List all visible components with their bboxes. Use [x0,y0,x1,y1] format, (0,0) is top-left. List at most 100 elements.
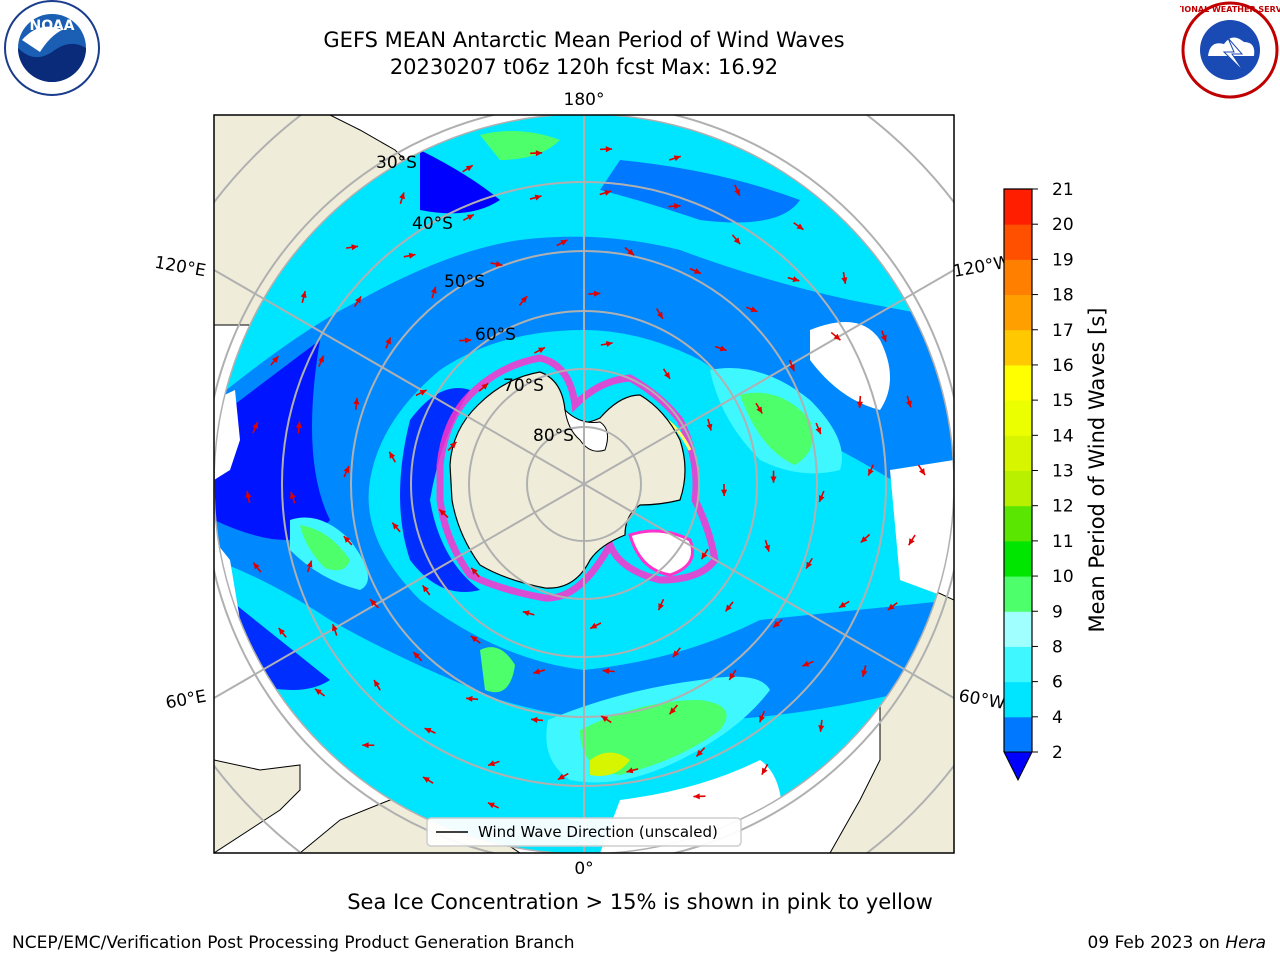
wave-direction-arrowhead [487,802,495,809]
wave-direction-arrowhead [719,345,727,352]
wave-direction-arrowhead [430,286,437,294]
wave-direction-arrowhead [856,401,863,408]
wave-direction-arrowhead [306,560,313,568]
wave-direction-arrowhead [756,406,763,414]
map-panel: Wind Wave Direction (unscaled) [214,115,954,853]
footer-machine: Hera [1225,933,1266,953]
wave-direction-arrowhead [627,248,635,256]
colorbar-tick-label: 16 [1052,356,1074,376]
lat-label-50s: 50°S [444,272,485,292]
lon-label-180: 180° [564,90,605,110]
wave-direction-arrowhead [245,491,252,499]
wave-direction-arrowhead [729,672,736,680]
wave-direction-arrowhead [759,715,765,723]
wave-direction-arrowhead [522,610,530,617]
wave-direction-arrowhead [815,427,822,435]
wave-direction-arrowhead [314,688,322,695]
wave-direction-arrowhead [466,214,474,221]
wave-direction-arrowhead [664,371,671,379]
wave-direction-arrowhead [464,337,472,344]
wave-direction-arrowhead [672,650,680,658]
lon-label-120w: 120°W [952,252,1013,282]
colorbar: 2 4 6 8 9 10 11 12 13 14 15 16 17 18 19 20 21 [1003,180,1074,782]
wave-direction-arrowhead [906,400,912,408]
legend-label: Wind Wave Direction (unscaled) [478,823,718,841]
wave-direction-arrowhead [278,627,285,635]
colorbar-segment [1004,681,1032,718]
wave-direction-arrowhead [252,422,258,430]
wave-direction-arrowhead [693,268,701,274]
lon-label-0: 0° [574,859,593,879]
wave-direction-arrowhead [520,296,528,303]
wave-direction-arrowhead [557,773,565,780]
colorbar-tick-label: 11 [1052,532,1074,552]
colorbar-tick-label: 17 [1052,321,1074,341]
colorbar-segment [1004,505,1032,542]
colorbar-tick-label: 13 [1052,462,1074,482]
nws-logo-text: NATIONAL WEATHER SERVICE [1180,5,1280,14]
wave-direction-arrowhead [422,776,430,783]
wave-direction-arrowhead [392,522,399,530]
colorbar-title: Mean Period of Wind Waves [s] [1085,307,1109,633]
wave-direction-arrowhead [533,668,541,675]
wave-direction-arrowhead [796,223,804,230]
colorbar-tick-label: 8 [1052,637,1063,657]
wave-direction-arrowhead [605,146,613,153]
wave-direction-arrowhead [734,188,740,196]
wave-direction-arrowhead [470,635,478,643]
antarctica-land [449,371,686,589]
wave-direction-arrowhead [531,716,538,723]
colorbar-segment [1004,435,1032,471]
wave-direction-arrowhead [770,476,777,483]
wave-direction-arrowhead [626,767,634,774]
wave-direction-arrowhead [887,603,895,611]
footer-credit: NCEP/EMC/Verification Post Processing Pr… [12,933,575,953]
colorbar-tick-label: 4 [1052,708,1063,728]
wave-direction-arrowhead [413,652,420,659]
colorbar-segment [1004,294,1032,331]
wave-direction-arrowhead [343,536,351,543]
wave-direction-arrowhead [424,728,432,734]
wave-direction-arrowhead [560,240,568,246]
lat-label-30s: 30°S [376,153,417,173]
colorbar-tick-label: 9 [1052,602,1063,622]
wave-direction-arrowhead [761,767,768,775]
wave-direction-arrowhead [750,306,758,313]
wave-direction-arrowhead [488,760,496,767]
wave-direction-arrowhead [674,203,681,210]
lat-label-60s: 60°S [475,325,516,345]
wave-direction-arrowhead [818,495,825,503]
colorbar-tick-label: 14 [1052,426,1074,446]
wave-direction-arrowhead [537,347,545,354]
colorbar-tick-label: 2 [1052,743,1063,763]
colorbar-under-arrow [1003,751,1033,782]
wave-direction-arrowhead [370,599,377,606]
wave-direction-arrowhead [351,244,358,251]
wave-direction-arrowhead [764,544,771,552]
footer-date-text: 09 Feb 2023 on [1087,933,1226,953]
wave-direction-arrowhead [806,561,812,569]
wave-direction-arrowhead [355,296,362,304]
chart-title: GEFS MEAN Antarctic Mean Period of Wind … [323,28,845,52]
footer-date: 09 Feb 2023 on Hera [1088,933,1266,953]
wave-direction-arrowhead [673,155,681,162]
lat-label-40s: 40°S [412,214,453,234]
colorbar-segment [1004,364,1032,401]
wave-direction-arrowhead [868,468,874,476]
colorbar-segment [1004,540,1032,577]
wave-direction-arrowhead [331,624,338,632]
colorbar-segment [1004,716,1032,753]
wave-direction-arrowhead [788,364,795,372]
noaa-logo-text: NOAA [30,18,75,34]
wave-direction-arrowhead [362,742,369,749]
wave-direction-arrowhead [605,341,613,347]
wave-direction-arrowhead [343,466,350,474]
lat-label-80s: 80°S [533,426,574,446]
wave-direction-arrowhead [471,567,478,575]
wave-direction-arrowhead [773,621,780,628]
colorbar-segment [1004,329,1032,366]
wave-direction-arrowhead [593,290,601,297]
graticule [214,115,954,853]
wave-direction-arrowhead [908,538,915,546]
